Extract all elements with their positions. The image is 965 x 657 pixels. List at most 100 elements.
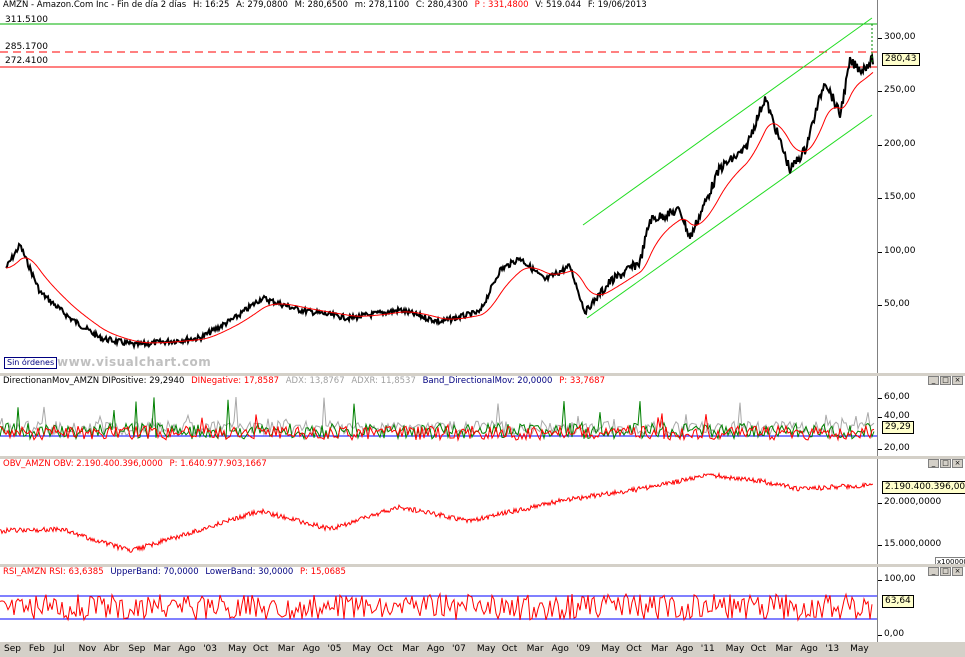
x-axis-label: May bbox=[601, 644, 620, 654]
price-pane[interactable]: AMZN - Amazon.Com Inc - Fin de día 2 día… bbox=[0, 0, 965, 373]
header-p: P : 331,4800 bbox=[474, 0, 529, 10]
rsi-pane[interactable]: RSI_AMZN RSI: 63,6385 UpperBand: 70,0000… bbox=[0, 567, 965, 642]
rsi-header: RSI_AMZN RSI: 63,6385 UpperBand: 70,0000… bbox=[3, 567, 350, 578]
obv-axis: 2.190.400.396,000 20.000,0000 15.000,000… bbox=[877, 459, 965, 564]
x-axis-label: '11 bbox=[700, 644, 715, 654]
di-positive-series bbox=[0, 397, 875, 441]
x-axis-label: Ago bbox=[178, 644, 196, 654]
x-axis-label: May bbox=[227, 644, 247, 654]
moving-average-series bbox=[5, 72, 874, 344]
di-negative-series bbox=[0, 413, 875, 442]
rsi-plot[interactable] bbox=[0, 567, 877, 642]
header-time: H: 16:25 bbox=[192, 0, 230, 10]
x-axis-label: Mar bbox=[526, 644, 544, 654]
close-button[interactable]: × bbox=[952, 567, 963, 576]
level-label-dashed: 285.1700 bbox=[5, 42, 48, 52]
dmi-header-band: Band_DirectionalMov: 20,0000 bbox=[422, 376, 553, 386]
dmi-tick: 20,00 bbox=[878, 443, 910, 453]
price-plot[interactable] bbox=[0, 0, 877, 373]
header-high: M: 280,6500 bbox=[294, 0, 349, 10]
x-axis-label: Mar bbox=[153, 644, 171, 654]
price-header: AMZN - Amazon.Com Inc - Fin de día 2 día… bbox=[3, 0, 651, 11]
x-axis-label: Oct bbox=[252, 644, 269, 654]
dmi-tick: 60,00 bbox=[878, 392, 910, 402]
rsi-axis: 100,00 63,64 0,00 bbox=[877, 567, 965, 642]
level-label-top: 311.5100 bbox=[5, 15, 48, 25]
obv-tick: 15.000,0000 bbox=[877, 539, 942, 549]
x-axis-label: May bbox=[850, 644, 869, 654]
rsi-chart bbox=[0, 592, 877, 622]
header-open: A: 279,0800 bbox=[236, 0, 288, 10]
x-axis-label: May bbox=[725, 644, 745, 654]
minimize-button[interactable]: _ bbox=[928, 567, 939, 576]
x-axis-label: '03 bbox=[203, 644, 218, 654]
minimize-button[interactable]: _ bbox=[928, 459, 939, 468]
watermark: www.visualchart.com bbox=[57, 355, 212, 369]
rsi-tick: 100,00 bbox=[878, 574, 916, 584]
rsi-header-upper: UpperBand: 70,0000 bbox=[110, 567, 199, 577]
rsi-header-p: P: 15,0685 bbox=[300, 567, 346, 577]
x-axis-label: Jul bbox=[53, 644, 65, 654]
price-tick: 150,00 bbox=[878, 192, 916, 202]
x-axis-label: May bbox=[476, 644, 496, 654]
x-axis-label: Mar bbox=[651, 644, 668, 654]
x-axis-label: '05 bbox=[327, 644, 342, 654]
rsi-header-value: RSI_AMZN RSI: 63,6385 bbox=[3, 567, 104, 577]
price-tick: 300,00 bbox=[878, 32, 916, 42]
dmi-chart bbox=[0, 396, 877, 442]
x-axis-label: Ago bbox=[800, 644, 818, 654]
dmi-tick: 40,00 bbox=[878, 411, 910, 421]
maximize-button[interactable]: □ bbox=[940, 567, 951, 576]
obv-pane[interactable]: OBV_AMZN OBV: 2.190.400.396,0000 P: 1.64… bbox=[0, 459, 965, 564]
obv-tick: 20.000,0000 bbox=[877, 497, 942, 507]
x-axis-label: Oct bbox=[626, 644, 642, 654]
maximize-button[interactable]: □ bbox=[940, 376, 951, 385]
obv-plot[interactable] bbox=[0, 459, 877, 564]
dmi-header-adxr: ADXR: 11,8537 bbox=[351, 376, 416, 386]
x-axis-label: Oct bbox=[750, 644, 767, 654]
dmi-window-buttons: _ □ × bbox=[928, 376, 963, 385]
price-tick: 250,00 bbox=[878, 85, 916, 95]
x-axis-label: Ago bbox=[427, 644, 445, 654]
dmi-header-di-negative: DINegative: 17,8587 bbox=[191, 376, 280, 386]
x-axis-label: Mar bbox=[402, 644, 420, 654]
orders-button[interactable]: Sin órdenes bbox=[4, 357, 58, 369]
dmi-pane[interactable]: DirectionanMov_AMZN DIPositive: 29,2940 … bbox=[0, 376, 965, 456]
x-axis-label: Ago bbox=[302, 644, 321, 654]
obv-window-buttons: _ □ × bbox=[928, 459, 963, 468]
obv-header-p: P: 1.640.977.903,1667 bbox=[169, 459, 267, 469]
header-low: m: 278,1100 bbox=[354, 0, 410, 10]
rsi-header-lower: LowerBand: 30,0000 bbox=[205, 567, 294, 577]
minimize-button[interactable]: _ bbox=[928, 376, 939, 385]
maximize-button[interactable]: □ bbox=[940, 459, 951, 468]
adx-series bbox=[0, 396, 875, 437]
x-axis-label: May bbox=[352, 644, 371, 654]
x-axis-label: Sep bbox=[128, 644, 146, 654]
close-button[interactable]: × bbox=[952, 459, 963, 468]
header-date: F: 19/06/2013 bbox=[587, 0, 647, 10]
channel-lower-line bbox=[586, 114, 873, 319]
price-axis: 300,00 250,00 200,00 150,00 100,00 50,00… bbox=[877, 0, 965, 373]
close-button[interactable]: × bbox=[952, 376, 963, 385]
dmi-last-value: 29,29 bbox=[882, 421, 914, 434]
dmi-header-p: P: 33,7687 bbox=[559, 376, 605, 386]
dmi-plot[interactable] bbox=[0, 376, 877, 456]
rsi-tick: 0,00 bbox=[877, 629, 905, 639]
x-axis-label: Oct bbox=[377, 644, 393, 654]
x-axis-label: Sep bbox=[4, 644, 21, 654]
obv-header: OBV_AMZN OBV: 2.190.400.396,0000 P: 1.64… bbox=[3, 459, 271, 470]
x-axis-label: '07 bbox=[451, 644, 466, 654]
dmi-axis: 60,00 40,00 20,00 29,29 bbox=[877, 376, 965, 456]
x-axis-label: Ago bbox=[675, 644, 694, 654]
obv-last-value: 2.190.400.396,000 bbox=[882, 481, 965, 494]
dmi-header: DirectionanMov_AMZN DIPositive: 29,2940 … bbox=[3, 376, 609, 387]
pane-separator[interactable] bbox=[0, 564, 965, 567]
x-axis-label: Oct bbox=[501, 644, 518, 654]
price-tick: 200,00 bbox=[878, 139, 916, 149]
x-axis: Sep Feb Jul Nov Abr Sep Mar Ago '03 May Oct Mar Ago '… bbox=[0, 642, 965, 657]
pane-separator[interactable] bbox=[0, 456, 965, 459]
x-axis-label: Abr bbox=[103, 644, 120, 654]
obv-series bbox=[0, 471, 873, 553]
pane-separator[interactable] bbox=[0, 373, 965, 376]
x-axis-label: '13 bbox=[825, 644, 840, 654]
